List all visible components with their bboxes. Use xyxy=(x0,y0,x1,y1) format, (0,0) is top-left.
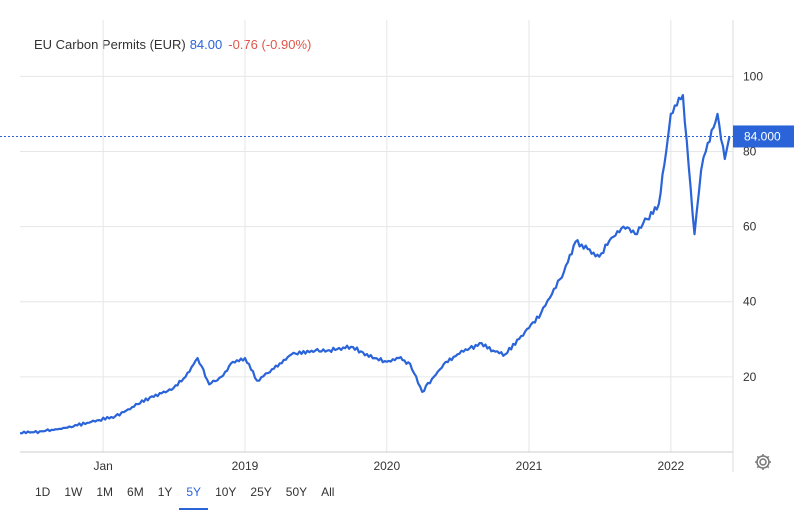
range-button-25y[interactable]: 25Y xyxy=(250,485,272,499)
chart-legend: EU Carbon Permits (EUR) 84.00 -0.76 (-0.90… xyxy=(34,37,311,52)
y-tick-label: 20 xyxy=(743,370,757,384)
range-button-1m[interactable]: 1M xyxy=(96,485,114,499)
range-button-6m[interactable]: 6M xyxy=(127,485,144,499)
y-tick-label: 40 xyxy=(743,295,757,309)
y-tick-label: 100 xyxy=(743,69,763,83)
range-button-10y[interactable]: 10Y xyxy=(215,485,237,499)
price-tag xyxy=(733,125,794,148)
range-button-all[interactable]: All xyxy=(321,485,335,499)
x-tick-label: Jan xyxy=(93,459,112,473)
y-tick-label: 80 xyxy=(743,144,757,158)
price-change: -0.76 (-0.90%) xyxy=(228,37,312,52)
x-tick-label: 2019 xyxy=(232,459,259,473)
range-button-1w[interactable]: 1W xyxy=(64,485,83,499)
y-tick-label: 60 xyxy=(743,220,757,234)
gear-icon[interactable] xyxy=(753,452,773,472)
last-price: 84.00 xyxy=(189,37,223,52)
range-button-50y[interactable]: 50Y xyxy=(285,485,308,499)
x-tick-label: 2021 xyxy=(516,459,543,473)
series-line xyxy=(19,94,731,435)
range-button-1y[interactable]: 1Y xyxy=(157,485,173,499)
x-tick-label: 2020 xyxy=(373,459,400,473)
x-tick-label: 2022 xyxy=(657,459,684,473)
range-button-1d[interactable]: 1D xyxy=(35,485,51,499)
instrument-name: EU Carbon Permits (EUR) xyxy=(34,37,186,52)
range-selector: 1D 1W 1M 6M 1Y 5Y 10Y 25Y 50Y All xyxy=(28,478,341,510)
price-tag-label: 84.000 xyxy=(744,129,781,143)
range-button-5y[interactable]: 5Y xyxy=(179,478,208,510)
